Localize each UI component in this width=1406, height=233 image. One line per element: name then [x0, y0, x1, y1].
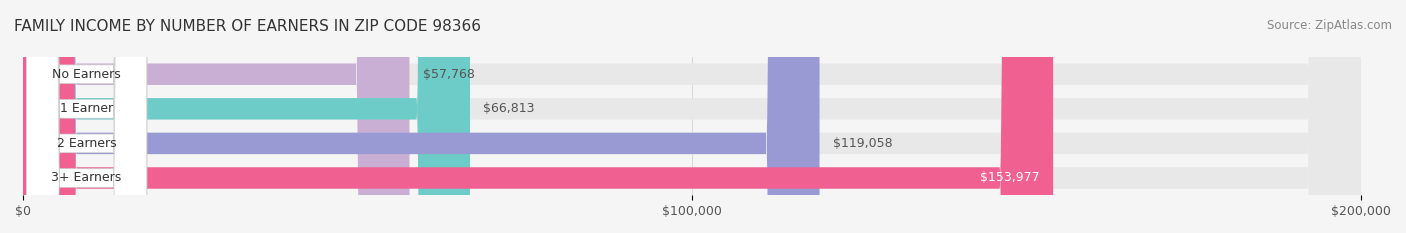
- Text: No Earners: No Earners: [52, 68, 121, 81]
- FancyBboxPatch shape: [22, 0, 1361, 233]
- Text: 1 Earner: 1 Earner: [60, 102, 112, 115]
- Text: $66,813: $66,813: [484, 102, 534, 115]
- FancyBboxPatch shape: [22, 0, 1361, 233]
- Text: 3+ Earners: 3+ Earners: [52, 171, 122, 185]
- FancyBboxPatch shape: [22, 0, 1361, 233]
- Text: FAMILY INCOME BY NUMBER OF EARNERS IN ZIP CODE 98366: FAMILY INCOME BY NUMBER OF EARNERS IN ZI…: [14, 19, 481, 34]
- FancyBboxPatch shape: [22, 0, 1053, 233]
- Text: Source: ZipAtlas.com: Source: ZipAtlas.com: [1267, 19, 1392, 32]
- Text: $57,768: $57,768: [423, 68, 475, 81]
- FancyBboxPatch shape: [27, 0, 146, 233]
- Text: $153,977: $153,977: [980, 171, 1040, 185]
- FancyBboxPatch shape: [27, 0, 146, 233]
- Text: 2 Earners: 2 Earners: [56, 137, 117, 150]
- FancyBboxPatch shape: [27, 0, 146, 233]
- FancyBboxPatch shape: [27, 0, 146, 233]
- FancyBboxPatch shape: [22, 0, 1361, 233]
- Text: $119,058: $119,058: [832, 137, 893, 150]
- FancyBboxPatch shape: [22, 0, 470, 233]
- FancyBboxPatch shape: [22, 0, 820, 233]
- FancyBboxPatch shape: [22, 0, 409, 233]
